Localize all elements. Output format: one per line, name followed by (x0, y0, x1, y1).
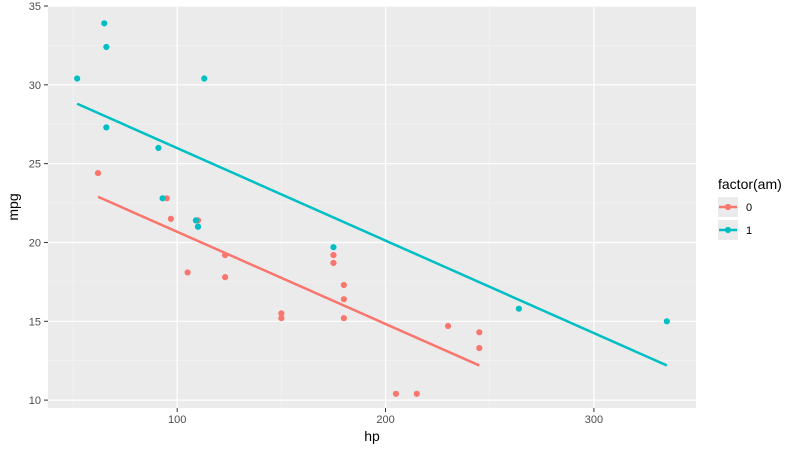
data-point-am-1 (330, 244, 337, 251)
data-point-am-0 (330, 259, 337, 267)
data-point-am-1 (155, 144, 162, 151)
y-tick-label: 20 (29, 237, 41, 249)
panel-background (48, 6, 696, 408)
y-tick-label: 15 (29, 316, 41, 328)
fit-line-am-0 (97, 195, 480, 367)
x-tick-label: 100 (168, 414, 186, 426)
data-point-am-1 (663, 318, 670, 325)
legend-label: 1 (746, 225, 752, 237)
y-axis-ticks: 10 15 20 25 30 35 (29, 1, 48, 407)
legend-label: 0 (746, 202, 752, 214)
data-point-am-0 (340, 315, 347, 322)
legend-key-point (724, 226, 732, 234)
y-tick-label: 25 (29, 159, 41, 171)
data-point-am-0 (444, 322, 452, 330)
data-point-am-1 (74, 75, 81, 82)
major-grid (48, 5, 696, 408)
data-point-am-0 (476, 344, 483, 352)
fit-lines (76, 102, 668, 367)
legend-title: factor(am) (718, 176, 782, 192)
x-axis-ticks: 100 200 300 (168, 408, 603, 426)
minor-grid (48, 6, 696, 408)
data-point-am-0 (94, 170, 102, 177)
data-point-am-1 (103, 124, 110, 131)
y-tick-label: 35 (29, 1, 41, 13)
data-points (74, 20, 670, 397)
data-point-am-0 (222, 274, 229, 281)
data-point-am-0 (184, 269, 191, 276)
legend-key-point (724, 203, 732, 211)
y-tick-label: 10 (29, 395, 41, 407)
data-point-am-0 (340, 281, 347, 289)
data-point-am-0 (330, 251, 337, 259)
data-point-am-1 (194, 223, 202, 230)
data-point-am-0 (392, 390, 400, 397)
data-point-am-1 (201, 75, 208, 82)
data-point-am-1 (515, 305, 522, 312)
data-point-am-0 (278, 310, 285, 317)
fit-line-am-1 (76, 102, 668, 367)
legend: factor(am) 0 1 (718, 176, 782, 240)
data-point-am-0 (222, 251, 229, 259)
y-tick-label: 30 (29, 80, 41, 92)
data-point-am-1 (159, 195, 166, 202)
x-tick-label: 200 (376, 414, 394, 426)
data-point-am-1 (101, 20, 108, 27)
x-tick-label: 300 (585, 414, 603, 426)
data-point-am-1 (192, 217, 200, 224)
data-point-am-0 (413, 390, 420, 397)
data-point-am-0 (167, 215, 175, 222)
data-point-am-0 (340, 296, 347, 303)
data-point-am-0 (278, 315, 285, 322)
y-axis-title: mpg (5, 193, 21, 220)
data-point-am-1 (103, 43, 110, 51)
data-point-am-0 (476, 329, 483, 336)
x-axis-title: hp (364, 428, 380, 444)
